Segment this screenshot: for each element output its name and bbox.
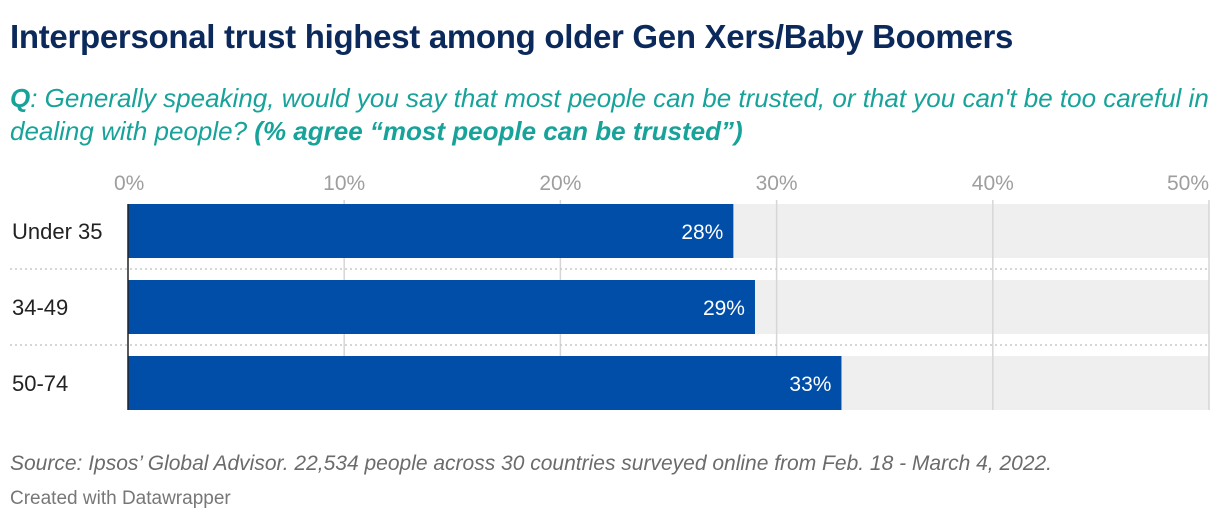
value-label: 33% — [789, 373, 831, 396]
value-label: 29% — [703, 297, 745, 320]
bar — [128, 280, 755, 334]
credit-link[interactable]: Created with Datawrapper — [10, 488, 231, 509]
category-label: Under 35 — [12, 219, 103, 244]
question-text: : Generally speaking, would you say that… — [10, 83, 1209, 146]
value-label: 28% — [681, 221, 723, 244]
tick-label: 50% — [1167, 172, 1209, 195]
bar — [128, 204, 734, 258]
tick-label: 20% — [539, 172, 581, 195]
chart-title: Interpersonal trust highest among older … — [10, 18, 1014, 55]
question-emphasis: (% agree “most people can be trusted”) — [254, 116, 743, 146]
question-prefix: Q — [10, 83, 31, 113]
tick-label: 30% — [756, 172, 798, 195]
tick-label: 40% — [972, 172, 1014, 195]
category-label: 34-49 — [12, 295, 68, 320]
source-note: Source: Ipsos’ Global Advisor. 22,534 pe… — [10, 452, 1053, 475]
category-label: 50-74 — [12, 371, 68, 396]
bar — [128, 356, 842, 410]
tick-label: 0% — [114, 172, 144, 195]
bar-chart: 0% 10% 20% 30% 40% 50% Under 35 28% 34-49 29% 50-7… — [10, 172, 1210, 410]
chart-subtitle: Q: Generally speaking, would you say tha… — [10, 82, 1210, 148]
tick-label: 10% — [323, 172, 365, 195]
